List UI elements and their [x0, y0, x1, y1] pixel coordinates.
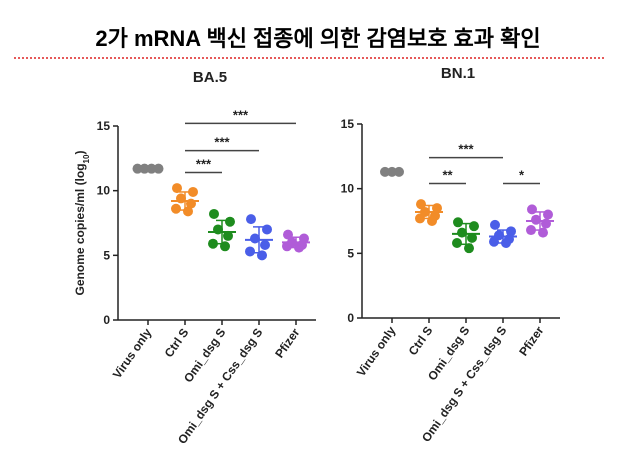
page-title: 2가 mRNA 백신 접종에 의한 감염보호 효과 확인 [95, 26, 540, 51]
x-tick-label: Pfizer [272, 325, 302, 360]
x-tick-label: Ctrl S [406, 324, 436, 358]
y-tick-label: 10 [341, 182, 355, 196]
data-point [223, 230, 233, 241]
x-tick-label: Pfizer [516, 323, 546, 358]
data-point [260, 239, 270, 250]
y-tick-label: 15 [341, 117, 355, 131]
data-point [464, 243, 474, 254]
data-point [453, 217, 463, 228]
data-point [246, 214, 256, 225]
data-point [171, 203, 181, 214]
data-point [282, 241, 292, 252]
significance-label: *** [196, 157, 212, 172]
data-point [506, 226, 516, 237]
data-point [250, 233, 260, 244]
data-point [531, 214, 541, 225]
significance-label: *** [233, 107, 249, 122]
data-point [457, 227, 467, 238]
y-tick-label: 0 [103, 313, 110, 327]
data-point [146, 163, 157, 174]
data-point [452, 237, 462, 248]
y-tick-label: 5 [347, 246, 354, 260]
x-tick-label: Virus only [354, 323, 399, 379]
data-point [132, 163, 143, 174]
data-point [387, 166, 397, 177]
y-label-sub: 10 [82, 154, 91, 163]
significance-label: *** [458, 142, 474, 157]
y-tick-label: 0 [347, 311, 354, 325]
data-point [139, 163, 150, 174]
y-axis-label: Genome copies/ml (log10) [73, 151, 91, 296]
significance-label: ** [442, 167, 453, 182]
data-point [209, 208, 219, 219]
data-point [527, 204, 537, 215]
data-point [416, 199, 426, 210]
y-tick-label: 10 [97, 184, 111, 198]
data-point [467, 232, 477, 243]
data-point [469, 221, 479, 232]
data-point [188, 186, 198, 197]
data-point [153, 163, 164, 174]
data-point [208, 238, 218, 249]
data-point [489, 236, 499, 247]
data-point [262, 224, 272, 235]
chart-title: BA.5 [193, 69, 227, 86]
y-tick-label: 5 [103, 248, 110, 262]
x-tick-label: Virus only [110, 325, 155, 381]
data-point [415, 213, 425, 224]
data-point [245, 246, 255, 257]
data-point [394, 166, 404, 177]
y-tick-label: 15 [97, 119, 111, 133]
data-point [172, 183, 182, 194]
significance-label: *** [214, 135, 230, 150]
data-point [490, 219, 500, 230]
x-tick-label: Ctrl S [162, 326, 192, 360]
y-label-main: Genome copies/ml (log [73, 163, 87, 295]
data-point [543, 209, 553, 220]
data-point [380, 166, 390, 177]
data-point [526, 225, 536, 236]
chart-title: BN.1 [441, 65, 475, 82]
data-point [225, 216, 235, 227]
y-label-end: ) [73, 151, 87, 155]
significance-label: * [519, 167, 525, 182]
